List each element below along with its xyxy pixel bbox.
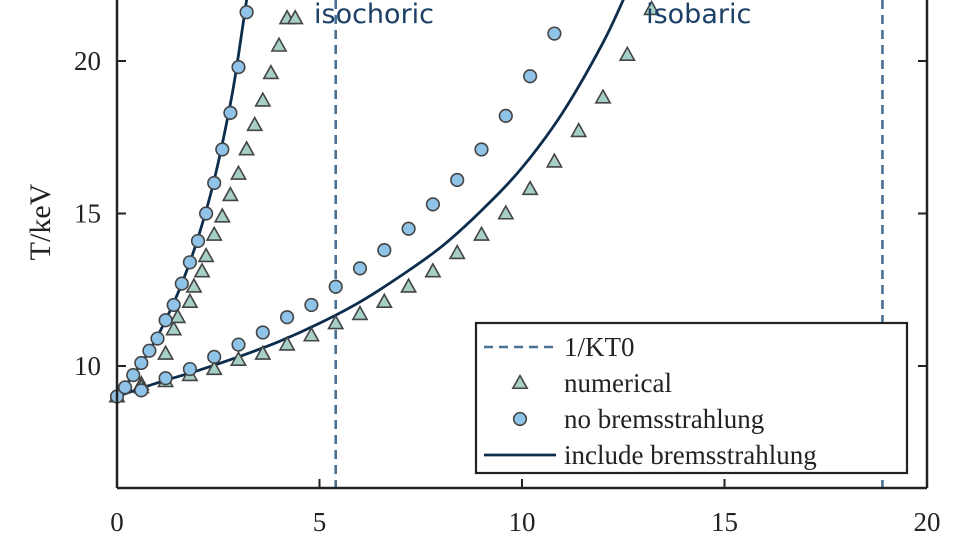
- no-brems-point: [158, 313, 173, 328]
- isochoric-label: isochoric: [314, 0, 434, 30]
- no-brems-point: [450, 172, 465, 188]
- no-brems-point: [174, 276, 189, 291]
- axis-ticks: 0 5 10 15 20 10 15 20: [74, 46, 941, 537]
- numerical-point: [497, 204, 515, 220]
- legend-item: include bremsstrahlung: [484, 440, 817, 470]
- numerical-point: [424, 262, 442, 278]
- numerical-point: [473, 225, 490, 241]
- no-brems-point: [158, 371, 173, 386]
- numerical-point: [521, 179, 539, 196]
- no-brems-point: [207, 349, 222, 364]
- numerical-point: [246, 115, 264, 132]
- numerical-point: [270, 36, 288, 52]
- no-brems-point: [474, 142, 489, 157]
- no-brems-point: [117, 380, 133, 395]
- isobaric-label: isobaric: [646, 0, 751, 30]
- no-brems-point: [182, 255, 197, 270]
- no-brems-point: [377, 243, 392, 258]
- no-brems-point: [231, 337, 246, 352]
- no-brems-point: [231, 59, 246, 75]
- legend-triangle-swatch: [511, 373, 529, 390]
- no-brems-point: [304, 297, 319, 313]
- x-tick-label: 15: [711, 507, 738, 537]
- no-brems-point: [352, 261, 368, 276]
- no-brems-point: [547, 26, 562, 41]
- numerical-point: [185, 277, 203, 293]
- legend-circle-swatch: [512, 411, 528, 427]
- numerical-point: [254, 91, 272, 107]
- data-markers: [108, 0, 661, 404]
- numerical-point: [193, 262, 211, 278]
- bremsstrahlung-curve: [117, 0, 625, 398]
- no-brems-point: [425, 197, 441, 212]
- legend-label: 1/KT0: [564, 332, 635, 362]
- numerical-point: [254, 344, 272, 360]
- legend-label: no bremsstrahlung: [564, 404, 764, 434]
- no-brems-point: [223, 105, 238, 120]
- no-brems-point: [134, 383, 149, 398]
- x-tick-label: 10: [509, 507, 536, 537]
- legend-label: include bremsstrahlung: [564, 440, 817, 470]
- no-brems-point: [134, 355, 149, 371]
- numerical-point: [238, 140, 256, 156]
- numerical-point: [213, 207, 231, 223]
- no-brems-point: [215, 142, 230, 157]
- no-brems-point: [199, 206, 214, 221]
- numerical-point: [286, 9, 304, 25]
- numerical-point: [618, 45, 636, 61]
- numerical-point: [545, 152, 563, 168]
- numerical-point: [448, 244, 466, 260]
- numerical-point: [278, 335, 296, 351]
- no-brems-point: [207, 175, 222, 191]
- numerical-point: [181, 292, 199, 309]
- no-brems-point: [328, 279, 343, 294]
- no-brems-point: [166, 297, 181, 313]
- numerical-point: [570, 122, 588, 138]
- numerical-point: [165, 320, 183, 336]
- numerical-point: [157, 344, 175, 360]
- no-brems-point: [255, 325, 270, 340]
- numerical-point: [205, 359, 223, 376]
- no-brems-point: [498, 108, 513, 123]
- x-tick-label: 0: [110, 507, 124, 537]
- numerical-point: [221, 186, 239, 202]
- legend-item: numerical: [511, 368, 672, 398]
- numerical-point: [400, 277, 418, 293]
- legend-item: 1/KT0: [484, 332, 635, 362]
- y-tick-label: 20: [74, 46, 101, 76]
- legend: 1/KT0 numerical no bremsstrahlung include b…: [474, 321, 909, 475]
- numerical-point: [327, 314, 345, 330]
- numerical-point: [205, 225, 223, 241]
- numerical-point: [643, 0, 661, 16]
- y-tick-label: 15: [74, 199, 101, 229]
- numerical-point: [262, 64, 280, 80]
- x-tick-label: 5: [313, 507, 327, 537]
- numerical-point: [197, 247, 215, 263]
- legend-item: no bremsstrahlung: [512, 404, 764, 434]
- no-brems-point: [150, 331, 165, 346]
- no-brems-point: [280, 310, 295, 325]
- numerical-point: [230, 350, 247, 366]
- no-brems-point: [126, 368, 141, 383]
- no-brems-point: [190, 233, 206, 249]
- no-brems-point: [401, 221, 416, 236]
- no-brems-point: [182, 361, 197, 377]
- y-axis-label: T/keV: [24, 183, 57, 260]
- numerical-point: [594, 88, 612, 104]
- numerical-point: [351, 305, 369, 321]
- no-brems-point: [142, 343, 157, 358]
- no-brems-point: [522, 69, 538, 84]
- y-tick-label: 10: [74, 351, 101, 381]
- numerical-point: [169, 308, 187, 324]
- numerical-point: [375, 292, 393, 309]
- legend-label: numerical: [564, 368, 672, 398]
- x-tick-label: 20: [914, 507, 941, 537]
- numerical-point: [302, 326, 320, 342]
- numerical-point: [230, 164, 247, 180]
- no-brems-point: [239, 5, 254, 20]
